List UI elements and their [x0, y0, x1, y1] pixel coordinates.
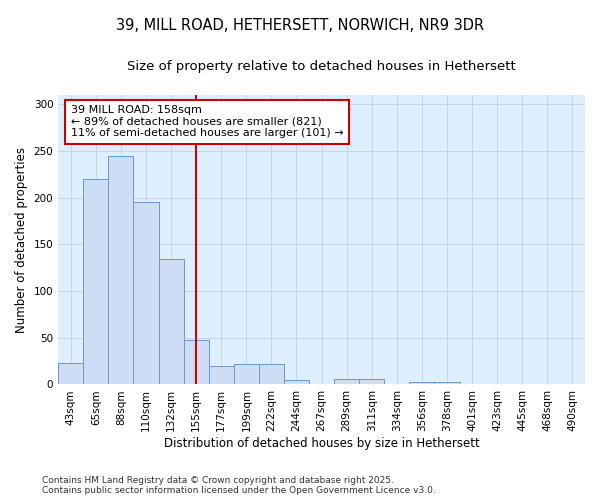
Bar	[133, 202, 158, 384]
Title: Size of property relative to detached houses in Hethersett: Size of property relative to detached ho…	[127, 60, 516, 73]
Bar	[109, 156, 133, 384]
Bar	[334, 379, 359, 384]
Bar	[234, 364, 259, 384]
X-axis label: Distribution of detached houses by size in Hethersett: Distribution of detached houses by size …	[164, 437, 479, 450]
Bar	[209, 366, 234, 384]
Bar	[359, 379, 385, 384]
Text: Contains HM Land Registry data © Crown copyright and database right 2025.
Contai: Contains HM Land Registry data © Crown c…	[42, 476, 436, 495]
Bar	[83, 179, 109, 384]
Y-axis label: Number of detached properties: Number of detached properties	[15, 146, 28, 332]
Bar	[58, 363, 83, 384]
Bar	[158, 260, 184, 384]
Text: 39 MILL ROAD: 158sqm
← 89% of detached houses are smaller (821)
11% of semi-deta: 39 MILL ROAD: 158sqm ← 89% of detached h…	[71, 106, 343, 138]
Bar	[434, 382, 460, 384]
Bar	[284, 380, 309, 384]
Bar	[409, 382, 434, 384]
Bar	[184, 340, 209, 384]
Bar	[259, 364, 284, 384]
Text: 39, MILL ROAD, HETHERSETT, NORWICH, NR9 3DR: 39, MILL ROAD, HETHERSETT, NORWICH, NR9 …	[116, 18, 484, 32]
